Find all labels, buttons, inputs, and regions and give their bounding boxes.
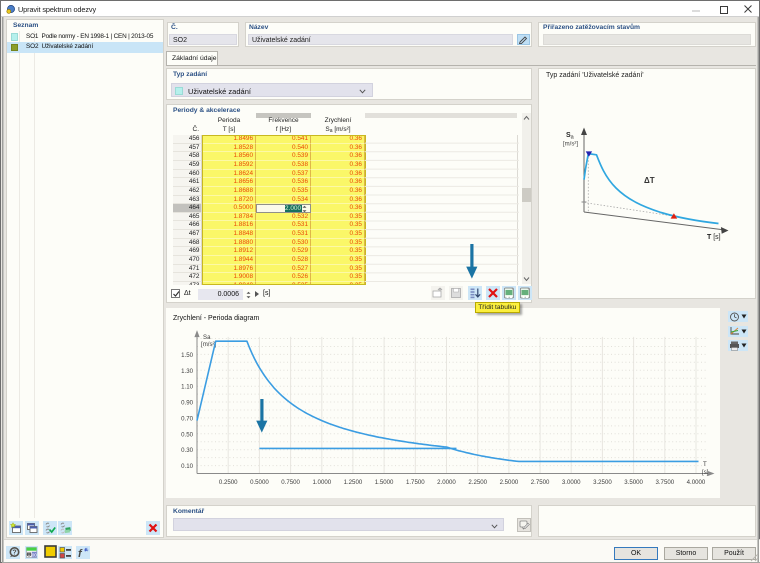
- svg-text:0.2500: 0.2500: [219, 479, 238, 486]
- svg-text:[m/s²]: [m/s²]: [563, 142, 578, 148]
- svg-text:ΔT: ΔT: [644, 176, 655, 185]
- svg-text:1.2500: 1.2500: [344, 479, 363, 486]
- svg-text:0: 0: [28, 552, 31, 558]
- svg-text:Sa: Sa: [566, 132, 575, 141]
- svg-text:?: ?: [12, 549, 16, 556]
- svg-text:3.7500: 3.7500: [655, 479, 674, 486]
- svg-text:1.50: 1.50: [181, 352, 193, 359]
- svg-text:0.5000: 0.5000: [250, 479, 269, 486]
- svg-text:1.7500: 1.7500: [406, 479, 425, 486]
- svg-text:00: 00: [32, 552, 38, 557]
- svg-text:2.7500: 2.7500: [531, 479, 550, 486]
- svg-text:0.70: 0.70: [181, 415, 193, 422]
- svg-text:2.2500: 2.2500: [468, 479, 487, 486]
- svg-text:0.10: 0.10: [181, 463, 193, 470]
- svg-text:0.50: 0.50: [181, 431, 193, 438]
- svg-text:3.5000: 3.5000: [624, 479, 643, 486]
- svg-text:Sa: Sa: [203, 334, 211, 341]
- svg-text:3.2500: 3.2500: [593, 479, 612, 486]
- svg-text:3.0000: 3.0000: [562, 479, 581, 486]
- svg-text:2.5000: 2.5000: [500, 479, 519, 486]
- svg-text:[s]: [s]: [702, 469, 709, 476]
- svg-text:1.0000: 1.0000: [312, 479, 331, 486]
- svg-text:[m/s²]: [m/s²]: [201, 341, 217, 348]
- svg-text:1.30: 1.30: [181, 368, 193, 375]
- svg-text:4.0000: 4.0000: [687, 479, 706, 486]
- svg-text:f: f: [78, 548, 83, 559]
- svg-text:0.7500: 0.7500: [281, 479, 300, 486]
- svg-text:0.90: 0.90: [181, 400, 193, 407]
- svg-text:1.10: 1.10: [181, 384, 193, 391]
- svg-text:2.0000: 2.0000: [437, 479, 456, 486]
- svg-text:T [s]: T [s]: [707, 234, 721, 241]
- svg-text:1.5000: 1.5000: [375, 479, 394, 486]
- svg-text:T: T: [703, 461, 707, 468]
- svg-text:Zrychlení - Perioda diagram: Zrychlení - Perioda diagram: [173, 315, 260, 322]
- svg-text:0.30: 0.30: [181, 447, 193, 454]
